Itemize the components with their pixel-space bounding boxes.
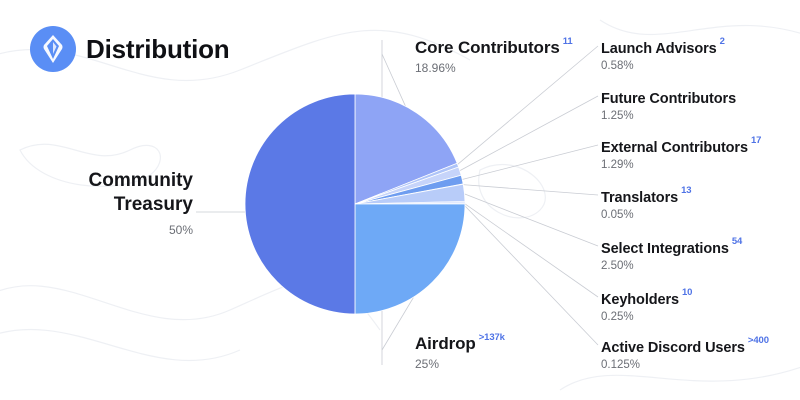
leader-line: [460, 184, 599, 196]
leader-line: [462, 202, 599, 298]
page-title: Distribution: [86, 33, 230, 64]
legend-percent: 1.29%: [601, 159, 634, 171]
legend-count: 11: [562, 36, 573, 47]
label-future-contributors: Future Contributors 1.25%: [601, 86, 739, 122]
legend-count: 17: [750, 135, 762, 146]
label-keyholders: Keyholders 10 0.25%: [601, 287, 692, 323]
legend-percent: 0.05%: [601, 209, 634, 221]
legend-percent: 0.25%: [601, 311, 634, 323]
leader-line: [462, 192, 599, 247]
legend-label: Core Contributors: [415, 38, 560, 57]
label-launch-advisors: Launch Advisors 2 0.58%: [601, 36, 725, 72]
label-airdrop: Airdrop >137k 25%: [415, 332, 505, 371]
legend-label: Translators: [601, 190, 679, 206]
legend-count: 54: [731, 236, 743, 247]
legend-percent: 0.58%: [601, 60, 634, 72]
pie-slice-airdrop: [354, 203, 466, 315]
label-select-integrations: Select Integrations 54 2.50%: [601, 236, 742, 272]
legend-count: >137k: [478, 332, 505, 343]
legend-percent: 50%: [168, 222, 193, 237]
leader-line: [457, 95, 599, 173]
ens-logo-icon: [30, 26, 76, 72]
legend-percent: 25%: [415, 357, 440, 371]
label-translators: Translators 13 0.05%: [601, 185, 692, 221]
header: Distribution: [30, 26, 230, 72]
label-community-treasury: Community Treasury 50%: [58, 169, 194, 237]
legend-label: Keyholders: [601, 292, 679, 308]
legend-count: >400: [747, 335, 769, 346]
legend-percent: 0.125%: [601, 359, 641, 371]
legend-label: Airdrop: [415, 334, 476, 353]
legend-count: 2: [719, 36, 725, 47]
leader-line: [460, 144, 599, 181]
pie-slice-community-treasury: [244, 93, 356, 315]
label-external-contributors: External Contributors 17 1.29%: [601, 135, 761, 171]
pie-slice-core-contributors: [354, 93, 458, 205]
legend-count: 10: [681, 287, 693, 298]
legend-percent: 18.96%: [415, 61, 456, 75]
legend-percent: 1.25%: [601, 110, 634, 122]
legend-percent: 2.50%: [601, 260, 634, 272]
legend-label: Future Contributors: [601, 91, 737, 107]
legend-label: Select Integrations: [601, 241, 729, 257]
legend-label: Community Treasury: [88, 170, 194, 215]
leader-line: [455, 45, 599, 167]
leader-line: [462, 203, 599, 346]
legend-count: 13: [681, 185, 692, 196]
label-core-contributors: Core Contributors 11 18.96%: [415, 36, 573, 75]
label-active-discord-users: Active Discord Users >400 0.125%: [601, 335, 769, 371]
legend-label: Active Discord Users: [601, 340, 745, 356]
legend-label: Launch Advisors: [601, 41, 717, 57]
legend-label: External Contributors: [601, 140, 748, 156]
